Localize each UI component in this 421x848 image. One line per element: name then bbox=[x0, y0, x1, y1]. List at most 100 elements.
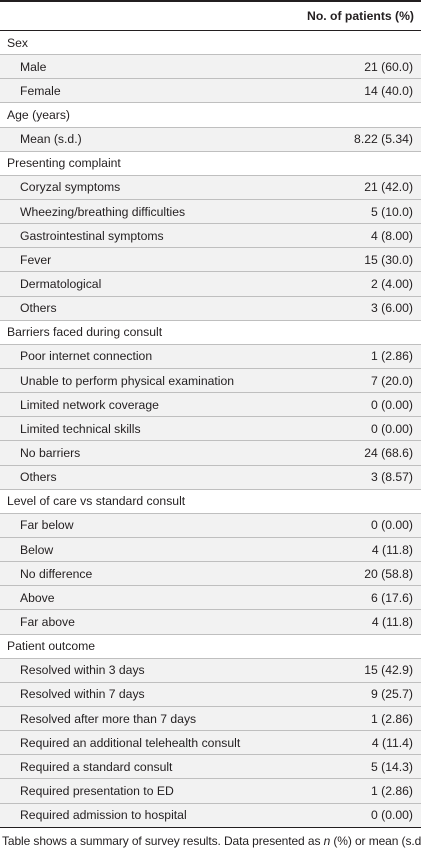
table-footnote: Table shows a summary of survey results.… bbox=[2, 834, 421, 848]
row-value: 5 (10.0) bbox=[300, 199, 421, 225]
row-label: Required a standard consult bbox=[0, 754, 300, 780]
table-row: Resolved within 7 days 9 (25.7) bbox=[0, 682, 421, 707]
table-row: Above 6 (17.6) bbox=[0, 585, 421, 611]
row-label: Far above bbox=[0, 609, 300, 635]
table-row: Resolved within 3 days 15 (42.9) bbox=[0, 658, 421, 683]
row-value: 0 (0.00) bbox=[300, 513, 421, 538]
table-row: Others 3 (8.57) bbox=[0, 465, 421, 490]
table-row: Unable to perform physical examination 7 … bbox=[0, 368, 421, 394]
footnote-italic-n: n bbox=[323, 833, 331, 848]
row-label: Resolved within 7 days bbox=[0, 682, 300, 707]
table-row: Wheezing/breathing difficulties 5 (10.0) bbox=[0, 199, 421, 225]
row-label: Others bbox=[0, 465, 300, 490]
header-label-column bbox=[0, 2, 300, 31]
row-value: 21 (42.0) bbox=[300, 175, 421, 200]
header-patients-column: No. of patients (%) bbox=[300, 2, 421, 31]
row-label: Male bbox=[0, 54, 300, 80]
table-row: No difference 20 (58.8) bbox=[0, 561, 421, 587]
row-value: 1 (2.86) bbox=[300, 778, 421, 804]
table-row: Required a standard consult 5 (14.3) bbox=[0, 754, 421, 780]
row-value: 3 (6.00) bbox=[300, 296, 421, 321]
row-label: Dermatological bbox=[0, 271, 300, 297]
section-row: Presenting complaint bbox=[0, 151, 421, 176]
section-row: Barriers faced during consult bbox=[0, 320, 421, 345]
row-value: 21 (60.0) bbox=[300, 54, 421, 80]
row-label: Required an additional telehealth consul… bbox=[0, 730, 300, 756]
row-value: 4 (11.4) bbox=[300, 730, 421, 756]
table-row: Female 14 (40.0) bbox=[0, 78, 421, 104]
row-label: Resolved within 3 days bbox=[0, 658, 300, 683]
table-row: Far below 0 (0.00) bbox=[0, 513, 421, 538]
row-label: Above bbox=[0, 585, 300, 611]
table-row: No barriers 24 (68.6) bbox=[0, 440, 421, 466]
section-value-empty bbox=[300, 151, 421, 176]
section-value-empty bbox=[300, 634, 421, 659]
row-value: 20 (58.8) bbox=[300, 561, 421, 587]
row-label: Poor internet connection bbox=[0, 344, 300, 369]
row-label: Far below bbox=[0, 513, 300, 538]
row-label: Coryzal symptoms bbox=[0, 175, 300, 200]
row-label: Required presentation to ED bbox=[0, 778, 300, 804]
section-row: Patient outcome bbox=[0, 634, 421, 659]
table-row: Poor internet connection 1 (2.86) bbox=[0, 344, 421, 369]
row-label: Limited technical skills bbox=[0, 416, 300, 442]
row-value: 7 (20.0) bbox=[300, 368, 421, 394]
row-label: Wheezing/breathing difficulties bbox=[0, 199, 300, 225]
row-value: 5 (14.3) bbox=[300, 754, 421, 780]
section-value-empty bbox=[300, 30, 421, 56]
table-header: No. of patients (%) bbox=[0, 2, 421, 31]
row-value: 1 (2.86) bbox=[300, 706, 421, 732]
row-value: 6 (17.6) bbox=[300, 585, 421, 611]
row-value: 1 (2.86) bbox=[300, 344, 421, 369]
row-value: 0 (0.00) bbox=[300, 416, 421, 442]
row-label: Others bbox=[0, 296, 300, 321]
row-value: 15 (30.0) bbox=[300, 247, 421, 273]
row-label: Female bbox=[0, 78, 300, 104]
table-row: Mean (s.d.) 8.22 (5.34) bbox=[0, 127, 421, 152]
section-title: Presenting complaint bbox=[0, 151, 300, 176]
row-value: 8.22 (5.34) bbox=[300, 127, 421, 152]
section-value-empty bbox=[300, 320, 421, 345]
row-value: 3 (8.57) bbox=[300, 465, 421, 490]
table-row: Required presentation to ED 1 (2.86) bbox=[0, 778, 421, 804]
summary-table: No. of patients (%) Sex Male 21 (60.0) Fema… bbox=[0, 2, 421, 828]
row-value: 0 (0.00) bbox=[300, 392, 421, 418]
table-row: Below 4 (11.8) bbox=[0, 537, 421, 563]
row-label: Required admission to hospital bbox=[0, 803, 300, 828]
row-label: No barriers bbox=[0, 440, 300, 466]
row-label: Resolved after more than 7 days bbox=[0, 706, 300, 732]
table-row: Others 3 (6.00) bbox=[0, 296, 421, 321]
table-top-rule bbox=[0, 0, 421, 2]
header-row: No. of patients (%) bbox=[0, 2, 421, 31]
table-row: Limited network coverage 0 (0.00) bbox=[0, 392, 421, 418]
footnote-suffix: (%) or mean (s.d.). bbox=[333, 833, 421, 848]
row-value: 4 (11.8) bbox=[300, 537, 421, 563]
row-label: Gastrointestinal symptoms bbox=[0, 223, 300, 249]
row-label: Fever bbox=[0, 247, 300, 273]
section-title: Barriers faced during consult bbox=[0, 320, 300, 345]
section-row: Level of care vs standard consult bbox=[0, 489, 421, 514]
row-label: Unable to perform physical examination bbox=[0, 368, 300, 394]
section-title: Level of care vs standard consult bbox=[0, 489, 300, 514]
row-value: 4 (11.8) bbox=[300, 609, 421, 635]
row-label: Limited network coverage bbox=[0, 392, 300, 418]
table-row: Coryzal symptoms 21 (42.0) bbox=[0, 175, 421, 200]
table-body: Sex Male 21 (60.0) Female 14 (40.0) Age (year… bbox=[0, 30, 421, 828]
table-row: Fever 15 (30.0) bbox=[0, 247, 421, 273]
table-row: Far above 4 (11.8) bbox=[0, 609, 421, 635]
section-row: Sex bbox=[0, 30, 421, 56]
row-value: 9 (25.7) bbox=[300, 682, 421, 707]
row-value: 24 (68.6) bbox=[300, 440, 421, 466]
table-row: Limited technical skills 0 (0.00) bbox=[0, 416, 421, 442]
section-title: Sex bbox=[0, 30, 300, 56]
section-row: Age (years) bbox=[0, 102, 421, 128]
row-value: 0 (0.00) bbox=[300, 803, 421, 828]
table-row: Required admission to hospital 0 (0.00) bbox=[0, 803, 421, 828]
table-row: Male 21 (60.0) bbox=[0, 54, 421, 80]
section-title: Patient outcome bbox=[0, 634, 300, 659]
table-row: Required an additional telehealth consul… bbox=[0, 730, 421, 756]
section-value-empty bbox=[300, 102, 421, 128]
table-row: Gastrointestinal symptoms 4 (8.00) bbox=[0, 223, 421, 249]
table-row: Dermatological 2 (4.00) bbox=[0, 271, 421, 297]
